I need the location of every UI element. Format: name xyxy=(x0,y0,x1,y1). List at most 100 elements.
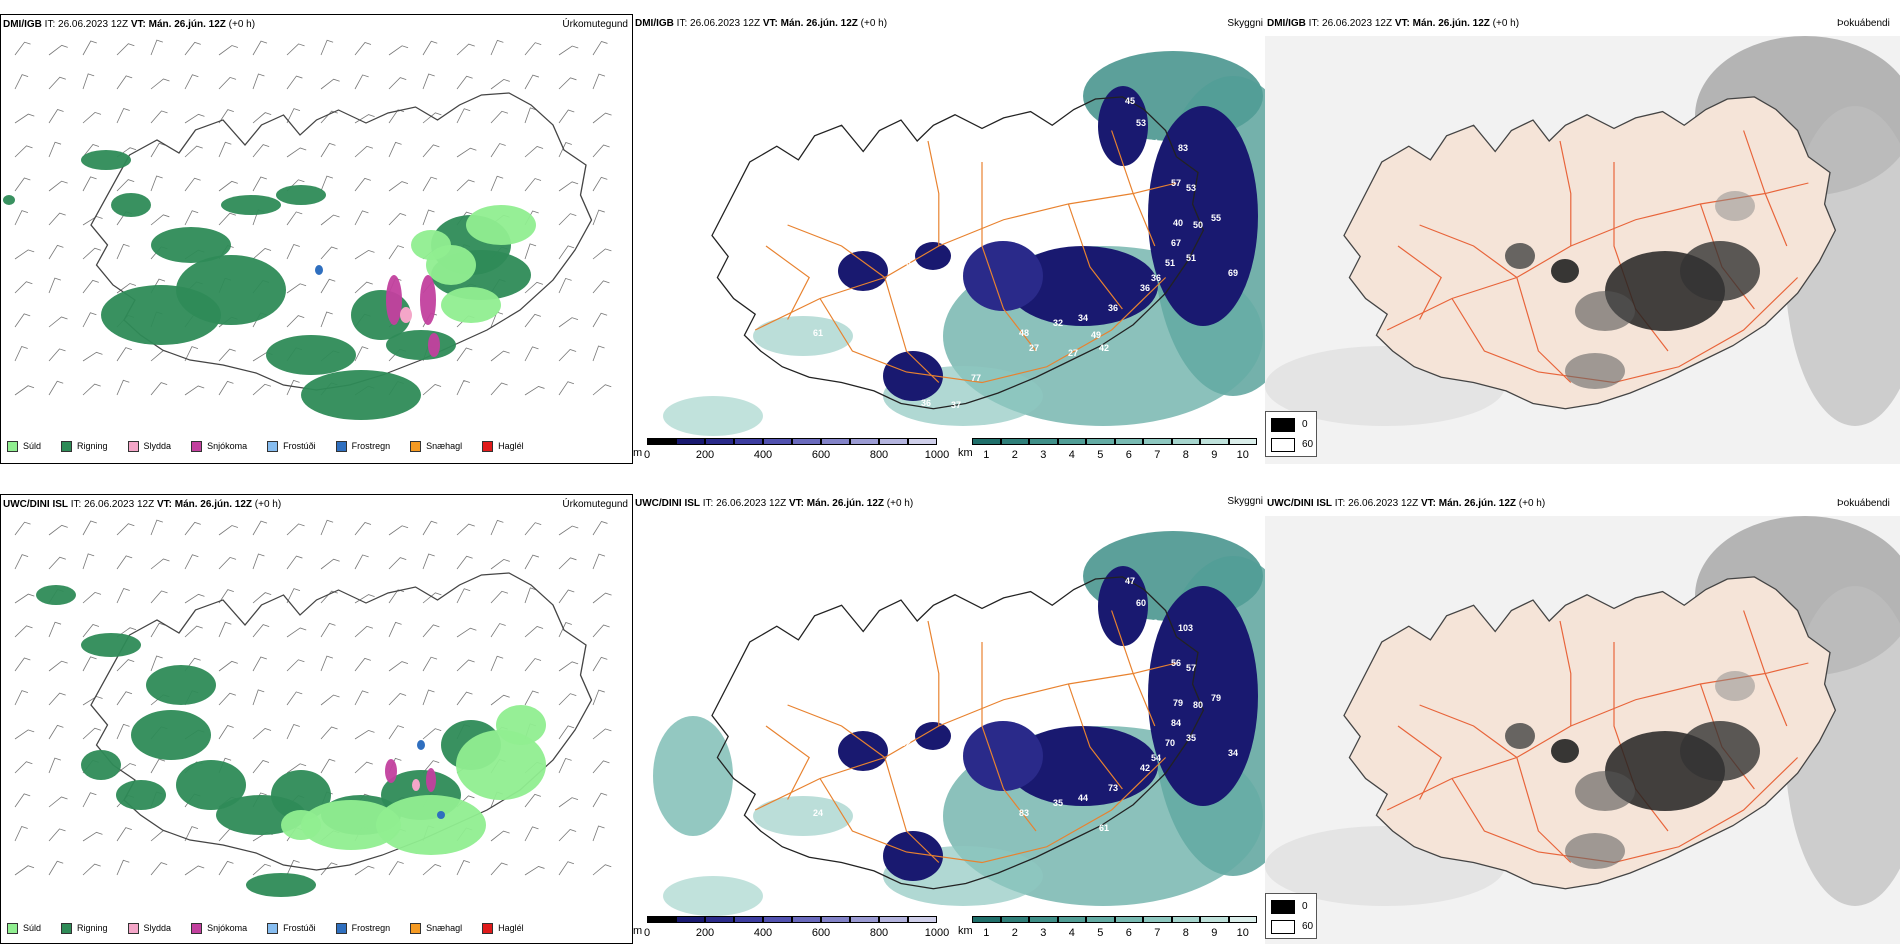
scale-segment xyxy=(972,438,1001,445)
visibility-value: 79 xyxy=(1211,693,1221,703)
scale-segment xyxy=(821,438,850,445)
visibility-value: 37 xyxy=(951,400,961,410)
scale-segment xyxy=(676,438,705,445)
visibility-value: 79 xyxy=(1173,698,1183,708)
legend-label: Rigning xyxy=(77,923,108,933)
visibility-value: 32 xyxy=(901,738,911,748)
legend-swatch xyxy=(335,440,347,452)
fog-map xyxy=(1265,36,1900,464)
legend-swatch xyxy=(267,440,279,452)
scale-segment xyxy=(705,438,734,445)
panel-header: DMI/IGB IT: 26.06.2023 12Z VT: Mán. 26.j… xyxy=(3,19,256,30)
legend-label: Súld xyxy=(23,441,42,451)
visibility-value: 76 xyxy=(901,258,911,268)
precip-panel-bottom: UWC/DINI ISL IT: 26.06.2023 12Z VT: Mán.… xyxy=(0,494,633,944)
legend-swatch xyxy=(482,440,494,452)
scale-unit: km xyxy=(958,925,973,937)
fog-legend-label: 60 xyxy=(1302,921,1314,932)
scale-segment xyxy=(763,916,792,923)
visibility-value: 42 xyxy=(1140,763,1150,773)
visibility-value: 51 xyxy=(1186,253,1196,263)
visibility-value: 36 xyxy=(1108,303,1118,313)
scale-tick: 2 xyxy=(1011,927,1018,939)
visibility-value: 103 xyxy=(1178,623,1193,633)
legend-label: Frostregn xyxy=(351,923,391,933)
precip-map xyxy=(3,39,612,420)
scale-segment xyxy=(1057,916,1086,923)
fog-map xyxy=(1265,516,1900,944)
fog-legend-label: 0 xyxy=(1302,901,1308,912)
visibility-value: 83 xyxy=(1019,808,1029,818)
visibility-value: 47 xyxy=(1125,576,1135,586)
visibility-value: 67 xyxy=(1171,238,1181,248)
panel-header: DMI/IGB IT: 26.06.2023 12Z VT: Mán. 26.j… xyxy=(635,18,888,29)
visibility-value: 60 xyxy=(1136,598,1146,608)
visibility-panel-bottom: UWC/DINI ISL IT: 26.06.2023 12Z VT: Mán.… xyxy=(633,494,1265,944)
scale-tick: 6 xyxy=(1125,927,1132,939)
visibility-value: 57 xyxy=(1171,178,1181,188)
scale-tick: 5 xyxy=(1097,927,1104,939)
visibility-value: 55 xyxy=(1211,213,1221,223)
visibility-value: 49 xyxy=(1091,330,1101,340)
legend-swatch xyxy=(191,922,203,934)
legend-item-3: Snjókoma xyxy=(191,922,247,934)
legend-item-0: Súld xyxy=(7,922,41,934)
visibility-value: 48 xyxy=(1019,328,1029,338)
visibility-value: 83 xyxy=(1178,143,1188,153)
scale-segment xyxy=(1000,916,1029,923)
visibility-value: 53 xyxy=(1136,118,1146,128)
legend-label: Frostregn xyxy=(351,441,391,451)
visibility-value: 40 xyxy=(1173,218,1183,228)
scale-tick: 7 xyxy=(1154,449,1161,461)
legend-item-0: Súld xyxy=(7,440,42,452)
panel-title: Skyggni xyxy=(1227,18,1263,29)
scale-unit: km xyxy=(958,447,973,459)
scale-segment xyxy=(1143,438,1172,445)
scale-segment xyxy=(1086,916,1115,923)
visibility-panel-top: DMI/IGB IT: 26.06.2023 12Z VT: Mán. 26.j… xyxy=(633,14,1265,464)
legend-item-4: Frostúði xyxy=(267,922,316,934)
scale-tick: 10 xyxy=(1236,927,1249,939)
scale-tick: 3 xyxy=(1040,927,1047,939)
visibility-scale-m: m 0 200 400 600 800 1000 xyxy=(633,916,949,942)
legend-label: Frostúði xyxy=(283,441,316,451)
visibility-value: 57 xyxy=(1186,663,1196,673)
legend-swatch xyxy=(7,440,18,452)
scale-segment xyxy=(1171,916,1200,923)
panel-title: Skyggni xyxy=(1227,496,1263,507)
legend-swatch xyxy=(7,922,18,934)
panel-title: Úrkomutegund xyxy=(562,19,628,30)
legend-swatch xyxy=(61,922,73,934)
visibility-value: 50 xyxy=(1193,220,1203,230)
scale-segment xyxy=(972,916,1001,923)
legend-swatch xyxy=(127,922,139,934)
scale-segment xyxy=(879,916,908,923)
legend-item-3: Snjókoma xyxy=(191,440,247,452)
scale-tick: 1000 xyxy=(924,449,950,461)
precip-legend: Súld Rigning Slydda Snjókoma Frostúði Frostre… xyxy=(1,918,632,938)
visibility-value: 34 xyxy=(1078,313,1088,323)
panel-header: DMI/IGB IT: 26.06.2023 12Z VT: Mán. 26.j… xyxy=(1267,18,1520,29)
scale-tick: 800 xyxy=(869,927,889,939)
panel-title: Úrkomutegund xyxy=(562,499,628,510)
visibility-scale-m: m 0 200 400 600 800 1000 xyxy=(633,438,949,464)
panel-header: UWC/DINI ISL IT: 26.06.2023 12Z VT: Mán.… xyxy=(635,498,914,509)
visibility-value: 29 xyxy=(851,776,861,786)
fog-legend-swatch xyxy=(1271,438,1295,452)
scale-segment xyxy=(1200,916,1229,923)
scale-segment xyxy=(763,438,792,445)
scale-tick: 4 xyxy=(1068,927,1075,939)
fog-legend-swatch xyxy=(1271,920,1295,934)
scale-tick: 5 xyxy=(1097,449,1104,461)
scale-segment xyxy=(1143,916,1172,923)
legend-swatch xyxy=(482,922,494,934)
legend-item-6: Snæhagl xyxy=(410,922,462,934)
fog-legend-swatch xyxy=(1271,900,1295,914)
scale-tick: 400 xyxy=(753,449,773,461)
legend-item-5: Frostregn xyxy=(335,922,391,934)
scale-segment xyxy=(792,916,821,923)
visibility-scale-km: km 1 2 3 4 5 6 7 8 9 10 xyxy=(958,916,1263,942)
legend-item-2: Slydda xyxy=(127,440,171,452)
scale-tick: 10 xyxy=(1236,449,1249,461)
legend-swatch xyxy=(410,440,422,452)
